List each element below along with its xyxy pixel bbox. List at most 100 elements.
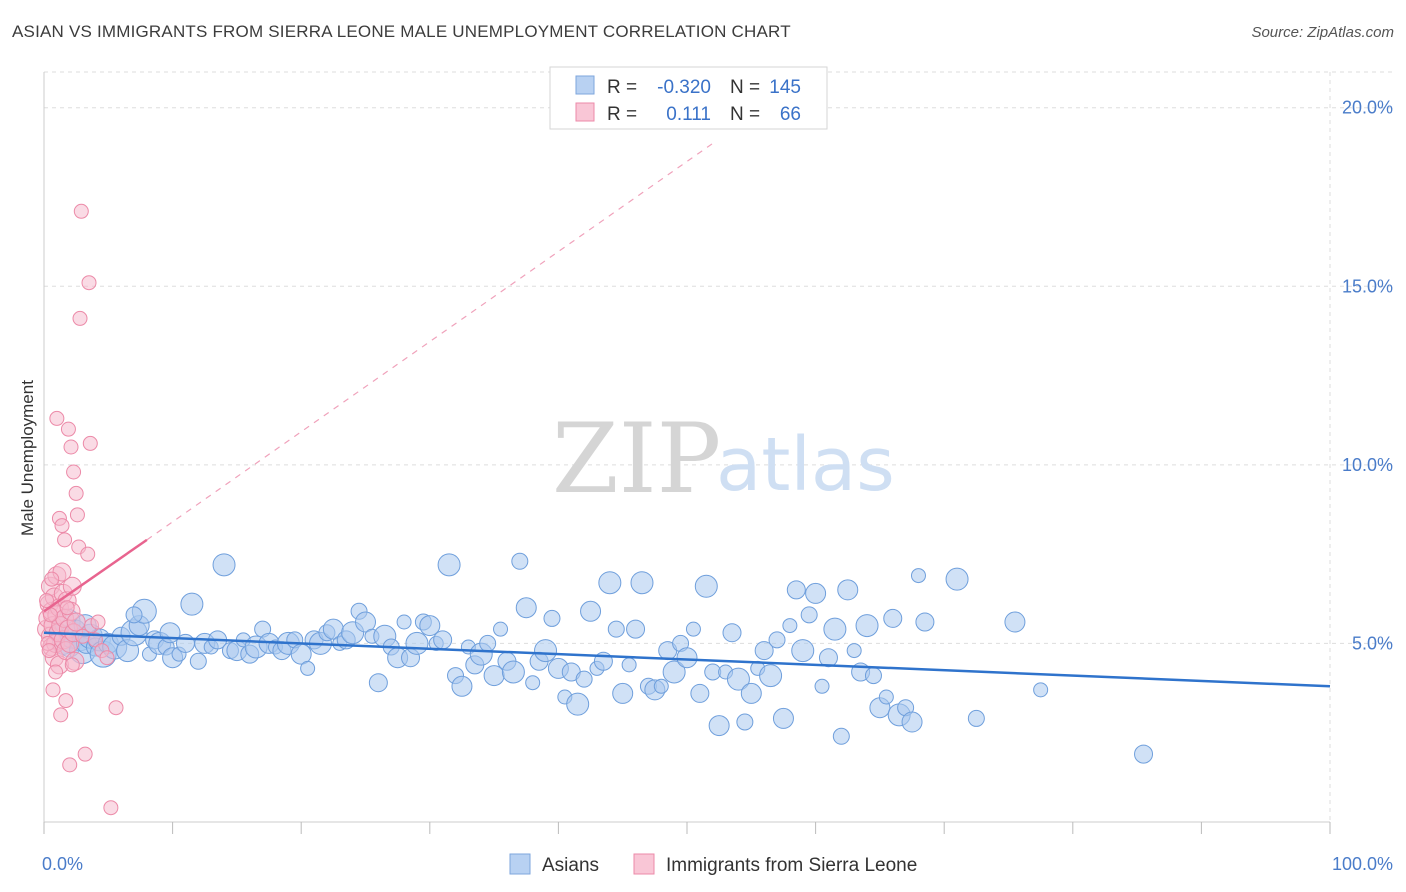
y-tick-label-0: 5.0%	[1352, 633, 1393, 653]
asians-point	[451, 675, 473, 697]
sierra-leone-point	[81, 275, 97, 291]
sierra-leone-point	[69, 507, 85, 523]
asians-point	[814, 678, 830, 694]
asians-point	[543, 609, 561, 627]
asians-point	[759, 664, 783, 688]
asians-point	[525, 675, 541, 691]
bottom-legend-swatch-sierra-leone	[633, 853, 655, 875]
asians-point	[493, 621, 509, 637]
asians-point	[846, 643, 862, 659]
watermark-atlas: atlas	[716, 422, 895, 508]
legend-n-value-asians: 145	[769, 77, 801, 98]
asians-point	[740, 682, 762, 704]
sierra-leone-point	[103, 800, 119, 816]
asians-point	[1134, 744, 1154, 764]
x-tick-label-min: 0.0%	[42, 854, 83, 874]
asians-point	[945, 567, 969, 591]
sierra-leone-point	[66, 612, 86, 632]
asians-point	[396, 614, 412, 630]
asians-point	[300, 660, 316, 676]
sierra-leone-point	[60, 421, 76, 437]
legend-r-value-sierra-leone: 0.111	[666, 104, 711, 125]
y-axis-label: Male Unemployment	[18, 380, 37, 536]
sierra-leone-point	[41, 643, 57, 659]
sierra-leone-point	[59, 600, 75, 616]
asians-trend-line	[43, 631, 1331, 688]
asians-point	[566, 692, 590, 716]
asians-point	[212, 553, 236, 577]
asians-point	[368, 673, 388, 693]
chart-title: ASIAN VS IMMIGRANTS FROM SIERRA LEONE MA…	[12, 22, 791, 41]
top-legend: R = -0.320 N = 145 R = 0.111 N = 66	[549, 66, 828, 130]
asians-point	[878, 689, 894, 705]
asians-point	[768, 631, 786, 649]
asians-point	[915, 612, 935, 632]
asians-point	[534, 639, 558, 663]
sierra-leone-point	[64, 657, 80, 673]
sierra-leone-point	[99, 650, 115, 666]
x-tick-label-max: 100.0%	[1332, 854, 1393, 874]
sierra-leone-point	[68, 485, 84, 501]
asians-point	[180, 592, 204, 616]
sierra-leone-point	[58, 693, 74, 709]
asians-point	[653, 678, 669, 694]
sierra-leone-point	[62, 757, 78, 773]
asians-point	[708, 715, 730, 737]
asians-point	[832, 727, 850, 745]
sierra-leone-point	[90, 614, 106, 630]
asians-point	[910, 568, 926, 584]
bottom-legend-label-asians: Asians	[542, 855, 599, 876]
asians-point	[901, 711, 923, 733]
asians-point	[511, 552, 529, 570]
sierra-leone-point	[49, 410, 65, 426]
sierra-leone-point	[44, 571, 60, 587]
legend-swatch-asians	[575, 75, 595, 95]
legend-r-label-sierra-leone: R =	[607, 104, 637, 125]
asians-point	[694, 574, 718, 598]
asians-point	[722, 623, 742, 643]
sierra-leone-point	[54, 518, 70, 534]
sierra-leone-point	[53, 707, 69, 723]
asians-point	[782, 618, 798, 634]
legend-r-value-asians: -0.320	[657, 77, 711, 98]
sierra-leone-point	[72, 310, 88, 326]
asians-point	[189, 652, 207, 670]
sierra-leone-trend-line	[43, 538, 148, 613]
asians-point	[607, 620, 625, 638]
asians-point	[726, 667, 750, 691]
asians-point	[515, 597, 537, 619]
sierra-leone-point	[57, 532, 73, 548]
watermark: ZIP atlas	[552, 403, 895, 515]
asians-point	[685, 621, 701, 637]
asians-point	[800, 606, 818, 624]
watermark-zip: ZIP	[552, 403, 721, 515]
asians-point	[736, 713, 754, 731]
asians-point	[419, 615, 441, 637]
asians-point	[818, 648, 838, 668]
sierra-leone-point	[73, 203, 89, 219]
asians-point	[405, 631, 429, 655]
sierra-leone-points	[37, 203, 124, 816]
sierra-leone-point	[39, 593, 55, 609]
grid-layer	[44, 71, 1392, 822]
bottom-legend-swatch-asians	[509, 853, 531, 875]
asians-point	[598, 571, 622, 595]
asians-point	[1004, 611, 1026, 633]
asians-point	[855, 614, 879, 638]
asians-point	[791, 639, 815, 663]
asians-point	[621, 657, 637, 673]
asians-point	[754, 641, 774, 661]
sierra-leone-point	[80, 546, 96, 562]
sierra-leone-point	[63, 439, 79, 455]
legend-n-label-asians: N =	[730, 77, 760, 98]
legend-n-label-sierra-leone: N =	[730, 104, 760, 125]
asians-point	[786, 580, 806, 600]
asians-point	[612, 682, 634, 704]
sierra-leone-point	[77, 746, 93, 762]
asians-point	[883, 608, 903, 628]
bottom-legend: Asians Immigrants from Sierra Leone	[509, 853, 917, 876]
asians-point	[676, 647, 698, 669]
sierra-leone-point	[45, 682, 61, 698]
asians-point	[580, 600, 602, 622]
